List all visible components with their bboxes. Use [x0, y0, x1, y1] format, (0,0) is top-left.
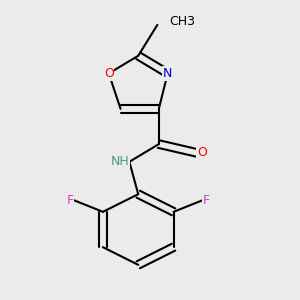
Text: CH3: CH3 — [169, 15, 195, 28]
Text: O: O — [197, 146, 207, 159]
Text: NH: NH — [111, 155, 129, 168]
Text: F: F — [66, 194, 74, 207]
Text: N: N — [163, 67, 172, 80]
Text: O: O — [104, 67, 114, 80]
Text: F: F — [203, 194, 210, 207]
